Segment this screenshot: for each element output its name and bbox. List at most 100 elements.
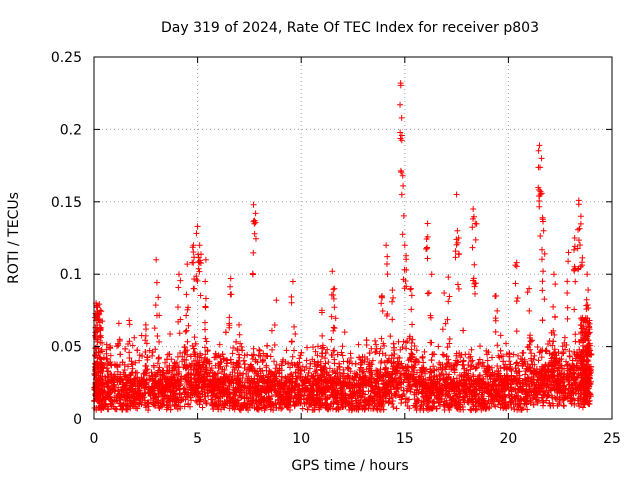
data-point <box>520 349 527 356</box>
data-point <box>566 348 573 355</box>
data-point <box>187 403 194 410</box>
data-point <box>282 374 289 381</box>
data-point <box>460 362 467 369</box>
data-point <box>549 342 556 349</box>
data-point <box>529 395 536 402</box>
data-point <box>561 334 568 341</box>
data-point <box>117 351 124 358</box>
data-point <box>403 345 410 352</box>
data-point <box>398 400 405 407</box>
data-point <box>372 337 379 344</box>
data-point <box>126 354 133 361</box>
data-point <box>285 389 292 396</box>
data-point <box>430 398 437 405</box>
data-point <box>292 331 299 338</box>
data-point <box>291 347 298 354</box>
data-point <box>579 404 586 411</box>
data-point <box>213 354 220 361</box>
data-point <box>395 338 402 345</box>
data-point <box>144 366 151 373</box>
data-point <box>318 353 325 360</box>
data-point <box>299 405 306 412</box>
data-point <box>183 357 190 364</box>
data-point <box>368 345 375 352</box>
data-point <box>513 360 520 367</box>
data-point <box>121 367 128 374</box>
data-point <box>389 400 396 407</box>
data-point <box>136 357 143 364</box>
data-point <box>373 405 380 412</box>
data-point <box>244 351 251 358</box>
data-point <box>181 344 188 351</box>
data-point <box>377 366 384 373</box>
data-point <box>189 342 196 349</box>
data-point <box>216 341 223 348</box>
data-point <box>122 345 129 352</box>
data-point <box>286 382 293 389</box>
data-point <box>467 406 474 413</box>
data-point <box>304 344 311 351</box>
data-point <box>351 375 358 382</box>
data-point <box>534 343 541 350</box>
data-point <box>506 358 513 365</box>
data-point <box>310 344 317 351</box>
data-point <box>364 356 371 363</box>
data-point <box>495 401 502 408</box>
data-point <box>424 400 431 407</box>
data-point <box>515 352 522 359</box>
data-point <box>508 404 515 411</box>
data-point <box>328 352 335 359</box>
data-point <box>332 370 339 377</box>
data-point <box>446 340 453 347</box>
data-point <box>524 406 531 413</box>
data-point <box>250 345 257 352</box>
data-point <box>560 402 567 409</box>
data-point <box>469 357 476 364</box>
data-point <box>312 348 319 355</box>
data-point <box>561 339 568 346</box>
data-point <box>484 357 491 364</box>
data-point <box>460 357 467 364</box>
data-point <box>503 340 510 347</box>
data-point <box>380 406 387 413</box>
data-point <box>535 357 542 364</box>
data-point <box>322 360 329 367</box>
data-point <box>142 348 149 355</box>
data-point <box>240 357 247 364</box>
data-point <box>421 348 428 355</box>
data-point <box>91 404 98 411</box>
data-point <box>363 337 370 344</box>
data-point <box>396 355 403 362</box>
data-point <box>268 327 275 334</box>
data-point <box>414 369 421 376</box>
data-point <box>202 335 209 342</box>
data-point <box>465 397 472 404</box>
data-point <box>391 351 398 358</box>
data-point <box>322 355 329 362</box>
data-point <box>339 343 346 350</box>
data-point <box>203 338 210 345</box>
data-point <box>436 359 443 366</box>
data-point <box>191 334 198 341</box>
data-point <box>303 357 310 364</box>
data-point <box>324 346 331 353</box>
data-point <box>317 358 324 365</box>
data-point <box>342 403 349 410</box>
data-point <box>185 400 192 407</box>
data-point <box>381 342 388 349</box>
data-point <box>435 343 442 350</box>
data-point <box>163 363 170 370</box>
data-point <box>430 363 437 370</box>
data-point <box>289 353 296 360</box>
data-point <box>131 334 138 341</box>
data-point <box>347 355 354 362</box>
data-point <box>460 327 467 334</box>
data-point <box>394 385 401 392</box>
data-point <box>428 357 435 364</box>
data-point <box>304 406 311 413</box>
data-point <box>415 397 422 404</box>
data-point <box>431 373 438 380</box>
data-point <box>387 333 394 340</box>
data-point <box>470 403 477 410</box>
